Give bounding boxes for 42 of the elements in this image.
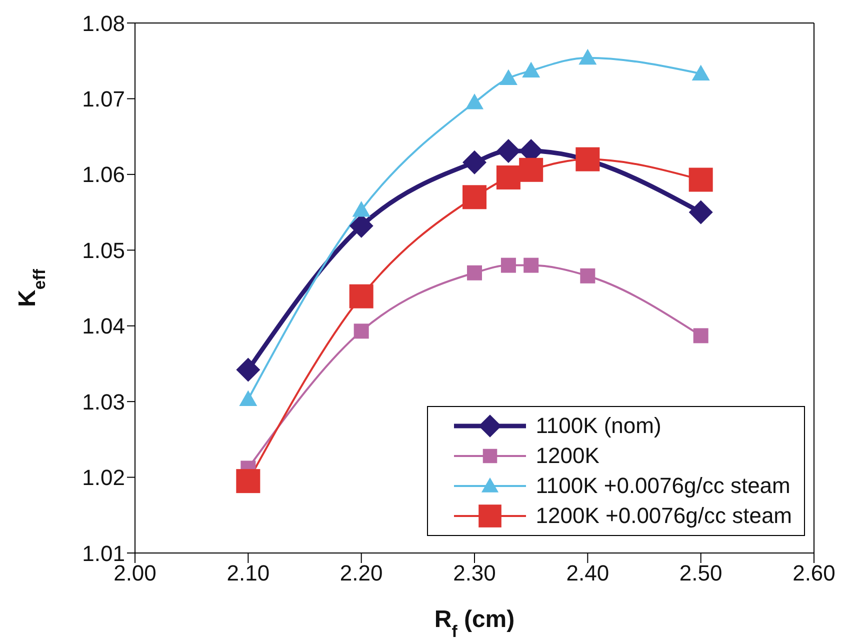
y-tick-label: 1.03 bbox=[82, 389, 125, 414]
point bbox=[466, 94, 484, 110]
y-tick-label: 1.02 bbox=[82, 465, 125, 490]
point bbox=[519, 158, 544, 182]
point bbox=[239, 390, 258, 406]
point bbox=[692, 64, 710, 80]
point bbox=[578, 48, 597, 65]
x-tick-label: 2.30 bbox=[453, 560, 496, 586]
y-tick-label: 1.05 bbox=[82, 238, 125, 263]
point bbox=[524, 258, 539, 273]
x-tick-label: 2.50 bbox=[679, 560, 722, 586]
x-tick-label: 2.10 bbox=[226, 560, 270, 586]
x-tick-label: 2.20 bbox=[340, 560, 383, 586]
point bbox=[693, 328, 708, 344]
x-tick-label: 2.60 bbox=[792, 560, 836, 586]
point bbox=[467, 265, 482, 280]
point bbox=[500, 258, 516, 273]
legend-label: 1200K bbox=[536, 443, 600, 469]
point bbox=[462, 185, 486, 210]
legend-label: 1200K +0.0076g/cc steam bbox=[536, 503, 792, 529]
legend-label: 1100K (nom) bbox=[536, 413, 662, 439]
y-tick-label: 1.07 bbox=[82, 86, 125, 112]
point bbox=[352, 201, 370, 217]
point bbox=[496, 165, 520, 190]
legend-label: 1100K +0.0076g/cc steam bbox=[536, 473, 790, 499]
x-axis-title: R$_{f}$ (cm) bbox=[434, 606, 515, 640]
point bbox=[499, 69, 518, 86]
point bbox=[580, 268, 596, 284]
x-tick-label: 2.40 bbox=[566, 560, 610, 586]
point bbox=[522, 62, 540, 78]
y-tick-label: 1.06 bbox=[82, 162, 125, 188]
point bbox=[688, 168, 713, 192]
point bbox=[462, 150, 486, 174]
point bbox=[688, 200, 713, 224]
point bbox=[236, 358, 260, 382]
point bbox=[576, 147, 600, 172]
point bbox=[349, 284, 374, 308]
y-tick-label: 1.04 bbox=[82, 314, 125, 339]
y-tick-label: 1.08 bbox=[82, 10, 125, 36]
point bbox=[354, 324, 369, 339]
point bbox=[496, 138, 520, 163]
point bbox=[236, 469, 260, 494]
